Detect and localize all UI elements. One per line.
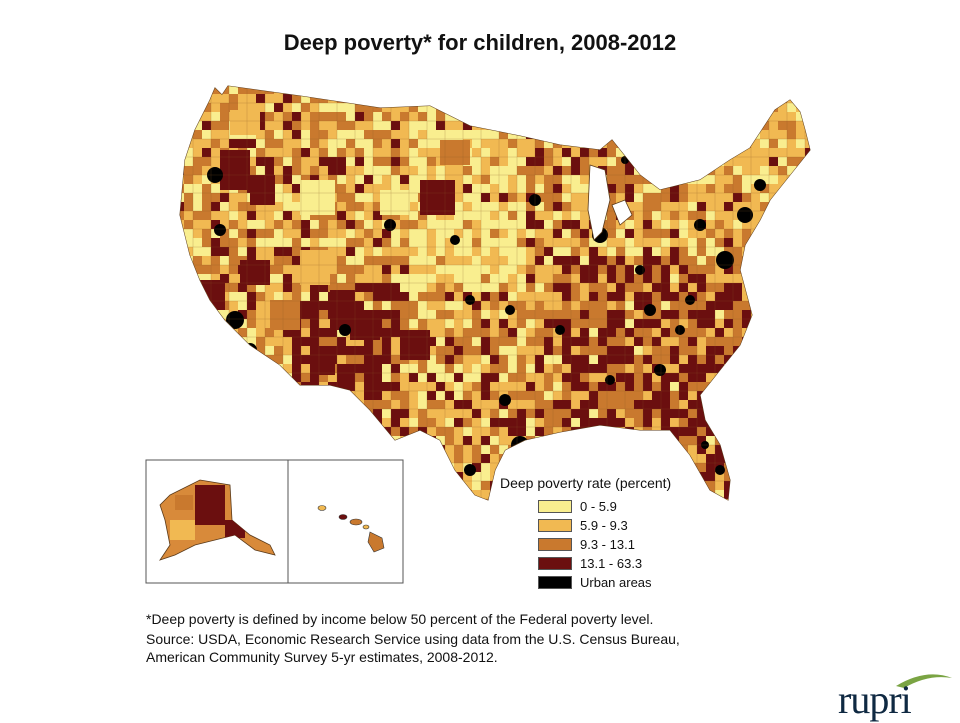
- logo-text: rupri: [838, 677, 912, 722]
- legend-title: Deep poverty rate (percent): [500, 475, 672, 491]
- legend-label: 5.9 - 9.3: [580, 517, 628, 533]
- rupri-logo: rupri: [836, 668, 952, 722]
- legend-item: Urban areas: [538, 574, 652, 590]
- logo-swoosh-icon: [896, 674, 952, 688]
- hawaii: [317, 505, 385, 553]
- legend-item: 13.1 - 63.3: [538, 555, 642, 571]
- legend-swatch: [538, 556, 572, 570]
- legend-item: 9.3 - 13.1: [538, 536, 635, 552]
- legend-label: 0 - 5.9: [580, 498, 617, 514]
- legend-label: 13.1 - 63.3: [580, 555, 643, 571]
- legend-item: 5.9 - 9.3: [538, 517, 628, 533]
- legend-label: Urban areas: [580, 574, 652, 590]
- legend-item: 0 - 5.9: [538, 498, 617, 514]
- footnote-source-cont: American Community Survey 5-yr estimates…: [146, 649, 498, 665]
- footnote-definition: *Deep poverty is defined by income below…: [146, 611, 654, 627]
- inset-hawaii-box: [287, 459, 404, 584]
- contiguous-us: [179, 85, 811, 501]
- legend-swatch: [538, 518, 572, 532]
- legend-swatch: [538, 499, 572, 513]
- legend-swatch: [538, 575, 572, 589]
- legend-swatch: [538, 537, 572, 551]
- great-lakes: [587, 164, 633, 241]
- footnote-source: Source: USDA, Economic Research Service …: [146, 631, 680, 647]
- legend-label: 9.3 - 13.1: [580, 536, 635, 552]
- alaska: [159, 479, 276, 561]
- map-title: Deep poverty* for children, 2008-2012: [283, 30, 677, 55]
